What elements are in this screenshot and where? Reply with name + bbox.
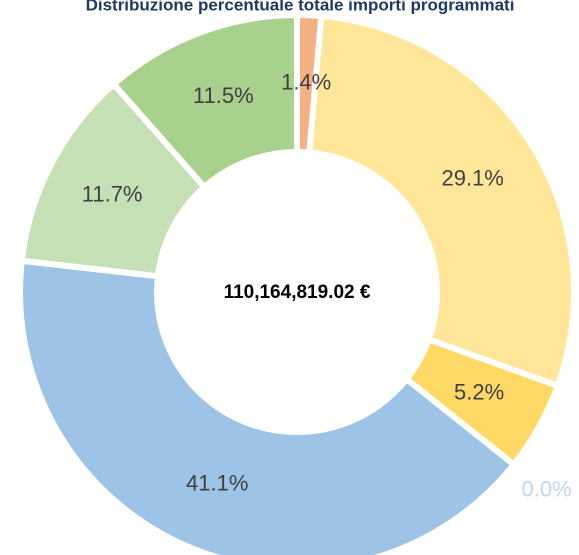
data-label: 41.1% [186,470,248,495]
data-label: 5.2% [454,379,504,404]
chart-title: Distribuzione percentuale totale importi… [86,0,515,14]
data-label: 1.4% [281,70,331,95]
data-label: 29.1% [441,166,503,191]
data-label: 11.7% [82,181,143,206]
donut [17,11,577,555]
data-label: 11.5% [193,83,254,108]
slice [109,11,300,192]
data-label: 0.0% [522,476,572,501]
slice [306,12,577,390]
slice [17,257,518,555]
center-label: 110,164,819.02 € [224,282,371,303]
